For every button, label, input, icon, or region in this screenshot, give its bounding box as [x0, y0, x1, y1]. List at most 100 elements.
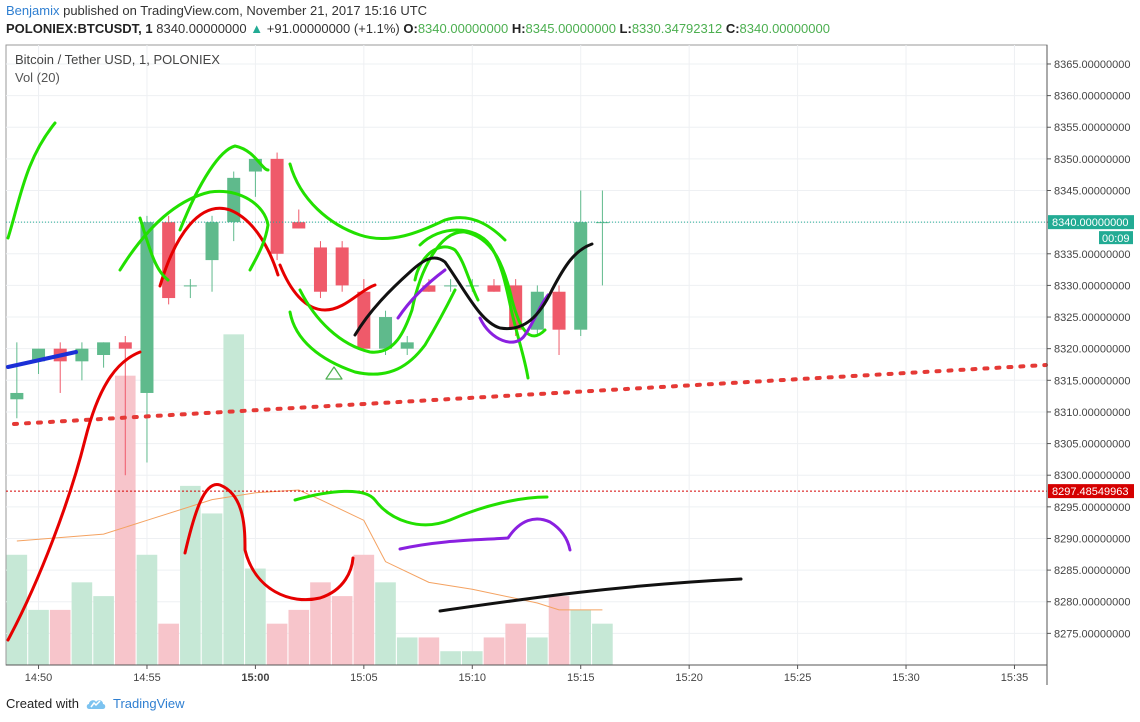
candle-body: [140, 222, 154, 393]
volume-bar: [180, 485, 201, 665]
volume-bar: [331, 596, 353, 665]
candle-body: [118, 342, 132, 349]
price-tick-label: 8355.00000000: [1054, 122, 1130, 134]
red-scribble-bottom: [183, 483, 355, 602]
volume-bar: [266, 623, 288, 665]
symbol-label: POLONIEX:BTCUSDT, 1: [6, 21, 153, 36]
last-price: 8340.00000000: [156, 21, 247, 36]
candle-body: [270, 158, 284, 254]
candles: [10, 152, 609, 476]
alert-line-label: 8297.48549963: [1048, 484, 1134, 499]
drawings[interactable]: [6, 121, 1048, 642]
publish-info: Benjamix published on TradingView.com, N…: [6, 3, 427, 18]
candle-body: [422, 285, 436, 292]
volume-bar: [49, 609, 71, 665]
price-tick-label: 8305.00000000: [1054, 439, 1130, 451]
candle-body: [487, 285, 501, 292]
purple-stroke-bottom: [398, 517, 572, 552]
time-tick-label: 15:00: [241, 672, 269, 684]
tradingview-brand[interactable]: TradingView: [112, 696, 185, 711]
time-tick-label: 15:30: [892, 672, 920, 684]
time-tick-label: 15:10: [459, 672, 487, 684]
volume-bar: [570, 609, 592, 665]
author-link[interactable]: Benjamix: [6, 3, 60, 18]
series-title: Bitcoin / Tether USD, 1, POLONIEX: [15, 52, 220, 67]
volume-bar: [527, 637, 548, 665]
price-tick-label: 8330.00000000: [1054, 280, 1130, 292]
time-tick-label: 15:25: [784, 672, 812, 684]
time-tick-label: 15:20: [675, 672, 703, 684]
price-tick-label: 8300.00000000: [1054, 470, 1130, 482]
volume-bar: [136, 554, 158, 665]
price-tick-label: 8365.00000000: [1054, 59, 1130, 71]
price-tick-label: 8345.00000000: [1054, 186, 1130, 198]
candle-body: [10, 392, 24, 400]
black-wave: [353, 242, 594, 337]
purple-curve-top: [396, 268, 447, 320]
time-tick-label: 15:15: [567, 672, 595, 684]
volume-bar: [440, 651, 461, 665]
volume-bar: [28, 609, 49, 665]
alert-line-value: 8297.48549963: [1052, 486, 1128, 498]
up-arrow-icon: ▲: [250, 21, 264, 36]
price-axis[interactable]: 8275.00000000 8280.00000000 8285.00000000 8…: [1046, 45, 1130, 685]
volume-bar: [396, 637, 418, 665]
volume-ma-line: [16, 489, 603, 611]
low-value: 8330.34792312: [631, 21, 723, 36]
time-tick-label: 14:55: [133, 672, 161, 684]
volume-bar: [548, 596, 570, 665]
price-line-value: 8340.00000000: [1052, 217, 1128, 229]
volume-bar: [71, 582, 93, 665]
volume-bar: [288, 609, 310, 665]
candle-body: [400, 342, 414, 349]
chart-grid: [5, 44, 1048, 666]
candle-body: [205, 222, 219, 261]
volume-bar: [310, 582, 331, 665]
volume-bar: [483, 637, 505, 665]
candle-body: [335, 247, 349, 286]
price-tick-label: 8280.00000000: [1054, 597, 1130, 609]
green-loop-4: [288, 288, 457, 376]
open-value: 8340.00000000: [417, 21, 509, 36]
volume-bar: [353, 554, 375, 665]
price-tick-label: 8315.00000000: [1054, 375, 1130, 387]
time-axis[interactable]: 14:50 14:55 15:00 15:05 15:10 15:15 15:20 15:25…: [6, 664, 1047, 684]
volume-bar: [245, 568, 266, 665]
low-label: L:: [619, 21, 632, 36]
volume-bar: [201, 513, 223, 665]
footer: Created with TradingView: [6, 696, 185, 711]
price-line-label: 8340.00000000 00:09: [1048, 215, 1134, 245]
plot-frame: [5, 44, 1048, 666]
volume-bar: [505, 623, 526, 665]
green-stroke-left: [6, 121, 57, 240]
black-line-bottom: [438, 577, 743, 613]
price-change: +91.00000000 (+1.1%): [266, 21, 400, 36]
price-tick-label: 8290.00000000: [1054, 533, 1130, 545]
green-stroke-bottom: [293, 489, 549, 527]
triangle-marker-icon: [325, 366, 343, 380]
time-tick-label: 15:35: [1001, 672, 1029, 684]
candle-body: [75, 348, 89, 362]
cloud-logo-icon: [86, 699, 106, 709]
volume-bar: [114, 375, 136, 665]
green-loop-3: [288, 162, 507, 242]
high-value: 8345.00000000: [525, 21, 616, 36]
price-tick-label: 8360.00000000: [1054, 91, 1130, 103]
created-with-text: Created with: [6, 696, 79, 711]
volume-bar: [592, 623, 613, 665]
volume-bar: [158, 623, 179, 665]
green-loop-1: [118, 189, 270, 272]
price-tick-label: 8320.00000000: [1054, 344, 1130, 356]
published-text: published on TradingView.com, November 2…: [63, 3, 428, 18]
purple-curve-right: [478, 293, 550, 344]
red-arc-middle: [278, 263, 377, 312]
candle-body: [313, 247, 327, 292]
red-dotted-trendline: [12, 363, 1048, 426]
volume-bar: [418, 637, 440, 665]
candle-body: [574, 222, 588, 330]
volume-bar: [223, 334, 245, 665]
time-tick-label: 14:50: [25, 672, 53, 684]
close-value: 8340.00000000: [739, 21, 830, 36]
red-arc-top: [158, 206, 280, 288]
